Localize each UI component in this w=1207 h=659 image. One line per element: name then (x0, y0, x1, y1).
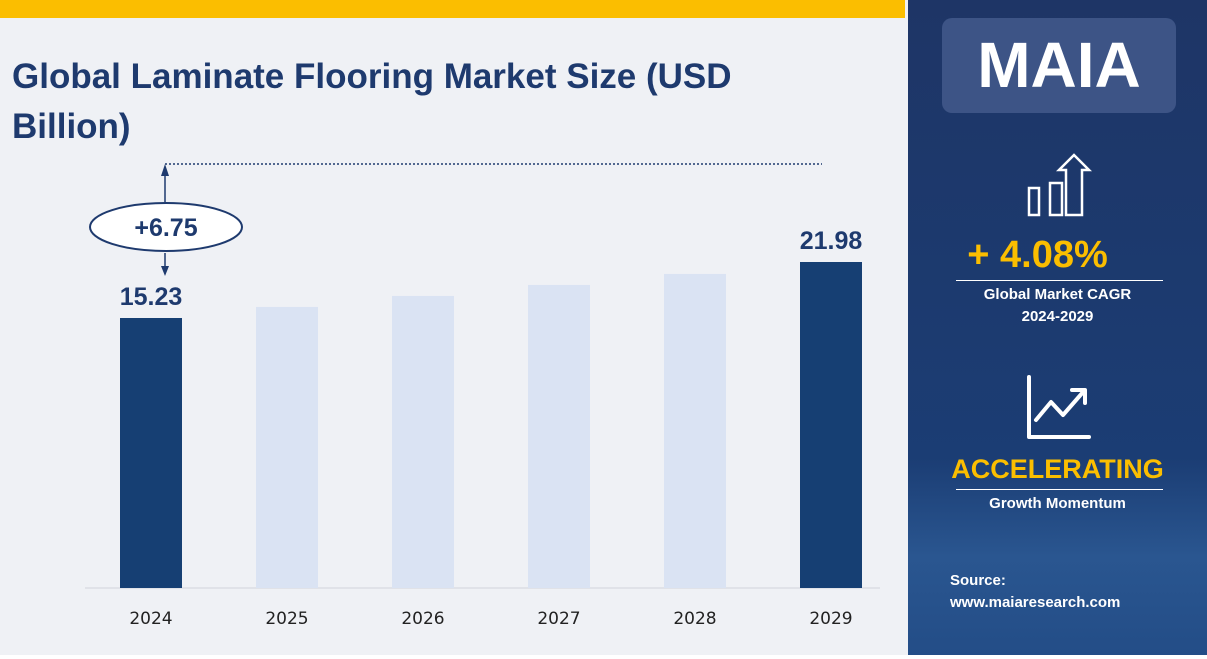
sidebar-icons (1027, 153, 1093, 439)
x-tick-label: 2024 (129, 609, 172, 629)
bar-2025 (256, 306, 318, 588)
x-tick-label: 2025 (265, 609, 308, 629)
bar-2029 (800, 262, 862, 588)
cagr-label: Global Market CAGR (983, 286, 1132, 303)
logo: MAIA (942, 18, 1176, 113)
x-tick-label: 2028 (673, 609, 716, 629)
momentum-label: Growth Momentum (989, 495, 1126, 512)
source-label: Source: (950, 572, 1006, 589)
annotation-label: +6.75 (134, 214, 197, 242)
bar-chart: 2024 15.23 2025 2026 2027 2028 2029 21.98 +6.75 (85, 163, 880, 629)
x-tick-label: 2026 (401, 609, 444, 629)
momentum-value: ACCELERATING (951, 454, 1164, 484)
source-url[interactable]: www.maiaresearch.com (950, 594, 1121, 611)
line-chart-trend-icon (1027, 375, 1091, 439)
cagr-value: + 4.08% (967, 234, 1108, 276)
x-tick-label: 2027 (537, 609, 580, 629)
cagr-period: 2024-2029 (1021, 308, 1094, 325)
chart-title: Global Laminate Flooring Market Size (US… (12, 57, 732, 146)
data-label: 15.23 (120, 283, 183, 311)
arrow-down-head (161, 266, 169, 276)
bar-chart-up-arrow-icon (1027, 153, 1093, 217)
bar-2028 (664, 273, 726, 588)
bar-2026 (392, 295, 454, 588)
bar-2024 (120, 318, 182, 588)
data-label: 21.98 (800, 227, 863, 255)
chart-panel: Global Laminate Flooring Market Size (US… (0, 0, 908, 655)
accent-bar (0, 0, 905, 18)
summary-panel: MAIA + 4.08% Global Market CAGR 2024-202… (908, 0, 1207, 655)
arrow-up-head (161, 164, 169, 176)
annotation-ellipse (89, 202, 243, 252)
source: Source: www.maiaresearch.com (950, 570, 1120, 614)
bar-2027 (528, 284, 590, 588)
x-tick-label: 2029 (809, 609, 852, 629)
